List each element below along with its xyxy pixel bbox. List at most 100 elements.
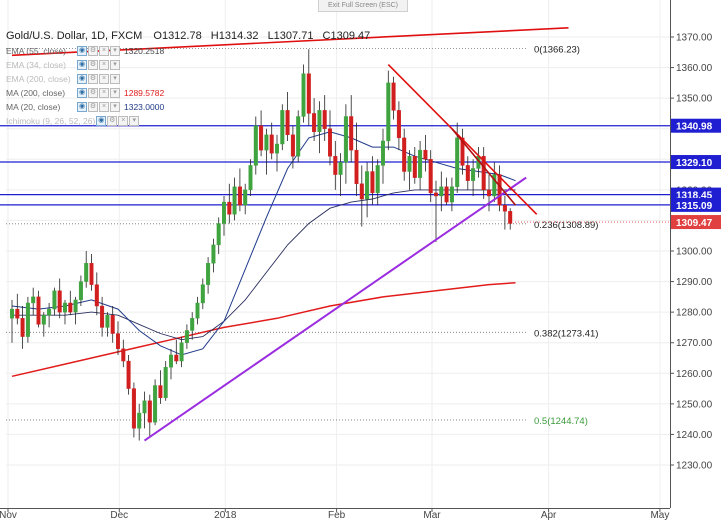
candle-body <box>290 134 295 157</box>
candle-body <box>25 302 30 337</box>
last-price-label: 1309.47 <box>676 218 713 229</box>
eye-icon[interactable]: ◉ <box>77 102 87 112</box>
more-icon[interactable]: ▾ <box>110 88 120 98</box>
more-icon[interactable]: ▾ <box>129 116 140 126</box>
candle-body <box>502 204 507 212</box>
time-tick-label: Feb <box>328 510 346 520</box>
candle-body <box>481 156 486 191</box>
exit-full-screen-button[interactable]: Exit Full Screen (ESC) <box>318 0 408 12</box>
more-icon[interactable]: ▾ <box>110 60 120 70</box>
candle-body <box>227 201 232 215</box>
candles <box>9 49 513 441</box>
close-icon[interactable]: × <box>99 102 109 112</box>
candle-body <box>359 183 364 200</box>
eye-icon[interactable]: ◉ <box>77 88 87 98</box>
candle-body <box>259 125 264 151</box>
candle-body <box>248 165 253 191</box>
candle-body <box>317 110 322 132</box>
indicator-legend-row[interactable]: EMA (200, close) ◉ ⚙ × ▾ <box>6 72 164 86</box>
candle-body <box>179 342 184 362</box>
indicator-value: 1323.0000 <box>124 102 165 112</box>
eye-icon[interactable]: ◉ <box>77 74 87 84</box>
candle-body <box>333 156 338 175</box>
candle-body <box>184 330 189 343</box>
close-icon[interactable]: × <box>99 60 109 70</box>
time-tick-label: Dec <box>110 510 128 520</box>
close-icon[interactable]: × <box>99 74 109 84</box>
candle-body <box>386 82 391 142</box>
indicator-legend-row[interactable]: MA (20, close) ◉ ⚙ × ▾ 1323.0000 <box>6 100 164 114</box>
level-price-label-bg <box>671 197 721 212</box>
fib-label: 0.382(1273.41) <box>534 328 598 339</box>
settings-icon[interactable]: ⚙ <box>88 88 98 98</box>
candle-body <box>269 134 274 154</box>
candle-body <box>338 162 343 175</box>
candle-body <box>94 284 99 307</box>
candle-body <box>216 223 221 246</box>
candle-body <box>306 73 311 114</box>
candle-body <box>301 73 306 117</box>
settings-icon[interactable]: ⚙ <box>88 102 98 112</box>
candle-body <box>465 165 470 181</box>
settings-icon[interactable]: ⚙ <box>88 46 98 56</box>
indicator-legend-row[interactable]: EMA (34, close) ◉ ⚙ × ▾ <box>6 58 164 72</box>
more-icon[interactable]: ▾ <box>110 74 120 84</box>
candle-body <box>423 149 428 160</box>
ma200-line <box>11 282 516 378</box>
candle-body <box>375 165 380 194</box>
eye-icon[interactable]: ◉ <box>77 60 87 70</box>
candle-body <box>444 186 449 203</box>
price-tick-label: 1260.00 <box>676 369 713 380</box>
candle-body <box>110 315 115 334</box>
trendline-resistance-b <box>451 128 517 206</box>
fibonacci-levels: 0(1366.23) 0.236(1308.89) 0.382(1273.41) 0.… <box>6 45 670 427</box>
candle-body <box>126 360 131 389</box>
candle-body <box>15 308 20 319</box>
candle-body <box>131 388 136 429</box>
settings-icon[interactable]: ⚙ <box>88 74 98 84</box>
level-price-label-bg <box>671 118 721 133</box>
level-price-label: 1340.98 <box>676 122 713 133</box>
candle-body <box>455 137 460 187</box>
close-icon[interactable]: × <box>99 88 109 98</box>
indicator-legend-row[interactable]: Ichimoku (9, 26, 52, 26) ◉ ⚙ × ▾ <box>6 114 164 128</box>
fib-label: 0.236(1308.89) <box>534 220 598 231</box>
indicator-legend: EMA (55, close) ◉ ⚙ × ▾ 1320.2518 EMA (34, clo… <box>6 44 164 128</box>
indicator-legend-row[interactable]: EMA (55, close) ◉ ⚙ × ▾ 1320.2518 <box>6 44 164 58</box>
settings-icon[interactable]: ⚙ <box>107 116 118 126</box>
time-tick-label: Apr <box>541 510 557 520</box>
candle-body <box>402 137 407 172</box>
candle-body <box>370 171 375 194</box>
settings-icon[interactable]: ⚙ <box>88 60 98 70</box>
price-tick-label: 1240.00 <box>676 430 713 441</box>
candle-body <box>365 171 370 200</box>
candle-body <box>354 149 359 184</box>
candle-body <box>142 400 147 414</box>
candle-body <box>211 244 216 264</box>
more-icon[interactable]: ▾ <box>110 102 120 112</box>
candle-body <box>237 186 242 206</box>
more-icon[interactable]: ▾ <box>110 46 120 56</box>
close-icon[interactable]: × <box>118 116 129 126</box>
eye-icon[interactable]: ◉ <box>96 116 107 126</box>
candle-body <box>328 128 333 157</box>
candle-body <box>73 299 78 313</box>
candle-body <box>280 110 285 145</box>
price-tick-label: 1290.00 <box>676 277 713 288</box>
candle-body <box>158 385 163 398</box>
moving-averages <box>11 131 516 378</box>
candle-body <box>343 116 348 163</box>
candle-body <box>163 366 168 398</box>
candle-body <box>275 143 280 154</box>
candle-body <box>41 315 46 325</box>
price-tick-label: 1270.00 <box>676 338 713 349</box>
price-tick-label: 1230.00 <box>676 461 713 472</box>
close-icon[interactable]: × <box>99 46 109 56</box>
candle-body <box>63 302 68 313</box>
candle-body <box>508 211 513 224</box>
candle-body <box>168 354 173 368</box>
eye-icon[interactable]: ◉ <box>77 46 87 56</box>
indicator-legend-row[interactable]: MA (200, close) ◉ ⚙ × ▾ 1289.5782 <box>6 86 164 100</box>
